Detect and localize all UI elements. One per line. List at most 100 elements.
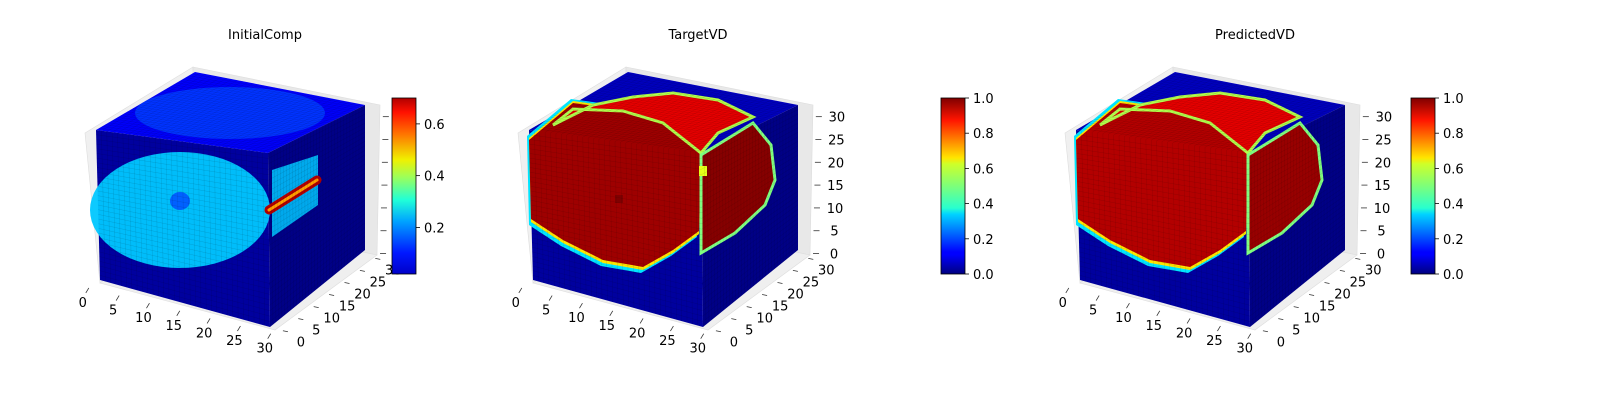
colorbar-tick-label: 0.0 bbox=[1443, 268, 1464, 283]
region-right bbox=[699, 121, 777, 256]
colorbar-tick-label: 1.0 bbox=[973, 92, 994, 107]
y-tick bbox=[1262, 330, 1268, 333]
y-tick-label: 20 bbox=[1334, 287, 1351, 302]
y-tick bbox=[746, 306, 752, 308]
z-tick-label: 5 bbox=[1377, 225, 1385, 240]
spot-right bbox=[699, 166, 707, 176]
z-tick-label: 10 bbox=[1374, 202, 1391, 217]
y-tick bbox=[762, 294, 768, 296]
colorbar: 0.0 0.2 0.4 0.6 0.8 1.0 bbox=[940, 92, 994, 283]
y-tick bbox=[1293, 306, 1299, 308]
y-tick bbox=[1324, 282, 1330, 284]
colorbar-gradient bbox=[391, 97, 417, 275]
y-tick-label: 5 bbox=[745, 324, 753, 339]
x-tick-label: 25 bbox=[659, 334, 676, 349]
y-tick-label: 5 bbox=[312, 324, 320, 339]
y-tick-label: 5 bbox=[1292, 324, 1300, 339]
colorbar-tick-label: 0.6 bbox=[973, 162, 994, 177]
x-tick-label: 5 bbox=[109, 304, 117, 319]
y-tick bbox=[1339, 270, 1345, 272]
x-tick bbox=[579, 302, 583, 309]
colorbar-tick-label: 0.4 bbox=[1443, 198, 1464, 213]
y-tick bbox=[1309, 294, 1315, 296]
colorbar-tick-label: 0.2 bbox=[1443, 233, 1464, 248]
y-tick-label: 25 bbox=[1350, 275, 1367, 290]
x-tick bbox=[206, 318, 211, 324]
panel-title: InitialComp bbox=[228, 28, 302, 43]
y-tick-label: 0 bbox=[1277, 336, 1285, 351]
y-tick bbox=[1278, 318, 1284, 321]
y-tick-label: 10 bbox=[1303, 312, 1320, 327]
z-tick-label: 30 bbox=[829, 111, 846, 126]
y-tick-label: 10 bbox=[323, 312, 340, 327]
y-tick bbox=[1355, 257, 1361, 260]
y-tick-label: 15 bbox=[772, 300, 789, 315]
region-front bbox=[529, 103, 701, 267]
x-tick bbox=[176, 310, 181, 317]
colorbar-gradient bbox=[940, 97, 966, 275]
panel-title: PredictedVD bbox=[1215, 28, 1295, 43]
x-tick bbox=[1217, 325, 1221, 332]
colorbar-tick-label: 1.0 bbox=[1443, 92, 1464, 107]
y-tick-label: 25 bbox=[370, 275, 387, 290]
y-tick bbox=[359, 270, 365, 272]
region-top bbox=[552, 91, 757, 156]
colorbar-tick-label: 0.4 bbox=[973, 198, 994, 213]
z-tick-label: 0 bbox=[1377, 248, 1385, 263]
z-tick-label: 20 bbox=[1375, 156, 1392, 171]
x-tick-label: 15 bbox=[598, 319, 615, 334]
spot-front bbox=[615, 195, 623, 203]
blob-top bbox=[135, 87, 325, 139]
x-tick-label: 10 bbox=[135, 311, 152, 326]
colorbar-tick-label: 0.8 bbox=[973, 127, 994, 142]
x-tick-label: 15 bbox=[1145, 319, 1162, 334]
x-tick bbox=[609, 310, 614, 317]
x-tick-label: 20 bbox=[629, 326, 646, 341]
y-tick bbox=[329, 294, 335, 296]
z-tick-label: 25 bbox=[1375, 133, 1392, 148]
y-tick-label: 15 bbox=[1319, 300, 1336, 315]
x-tick-label: 5 bbox=[542, 304, 550, 319]
y-tick-label: 25 bbox=[803, 275, 820, 290]
colorbar-tick-label: 0.8 bbox=[1443, 127, 1464, 142]
x-tick-label: 30 bbox=[256, 342, 273, 357]
x-tick bbox=[1247, 333, 1252, 339]
x-tick bbox=[1156, 310, 1161, 317]
y-tick-label: 15 bbox=[339, 300, 356, 315]
y-tick-label: 0 bbox=[297, 336, 305, 351]
x-tick-label: 10 bbox=[568, 311, 585, 326]
z-tick-label: 15 bbox=[827, 179, 844, 194]
x-tick bbox=[700, 333, 705, 339]
x-tick-label: 0 bbox=[1059, 296, 1067, 311]
x-tick bbox=[237, 325, 241, 332]
y-tick-label: 20 bbox=[787, 287, 804, 302]
x-tick bbox=[639, 318, 644, 324]
x-tick bbox=[146, 302, 150, 309]
x-tick bbox=[1065, 287, 1070, 294]
panel-title: TargetVD bbox=[667, 28, 727, 43]
x-tick bbox=[85, 287, 90, 294]
x-tick bbox=[548, 295, 553, 301]
y-tick bbox=[792, 270, 798, 272]
x-tick bbox=[115, 295, 120, 301]
y-tick bbox=[344, 282, 350, 284]
cube-right-face bbox=[268, 105, 365, 327]
y-tick-label: 30 bbox=[818, 263, 835, 278]
colorbar-tick-label: 0.4 bbox=[424, 170, 445, 185]
colorbar: 0.2 0.4 0.6 bbox=[391, 97, 445, 275]
z-tick-label: 20 bbox=[828, 156, 845, 171]
y-tick-label: 10 bbox=[756, 312, 773, 327]
x-tick-label: 25 bbox=[1206, 334, 1223, 349]
z-tick-label: 25 bbox=[828, 133, 845, 148]
colorbar-tick-label: 0.2 bbox=[973, 233, 994, 248]
blob-front-core bbox=[170, 192, 190, 210]
colorbar-tick-label: 0.6 bbox=[424, 118, 445, 133]
z-tick-label: 5 bbox=[830, 225, 838, 240]
